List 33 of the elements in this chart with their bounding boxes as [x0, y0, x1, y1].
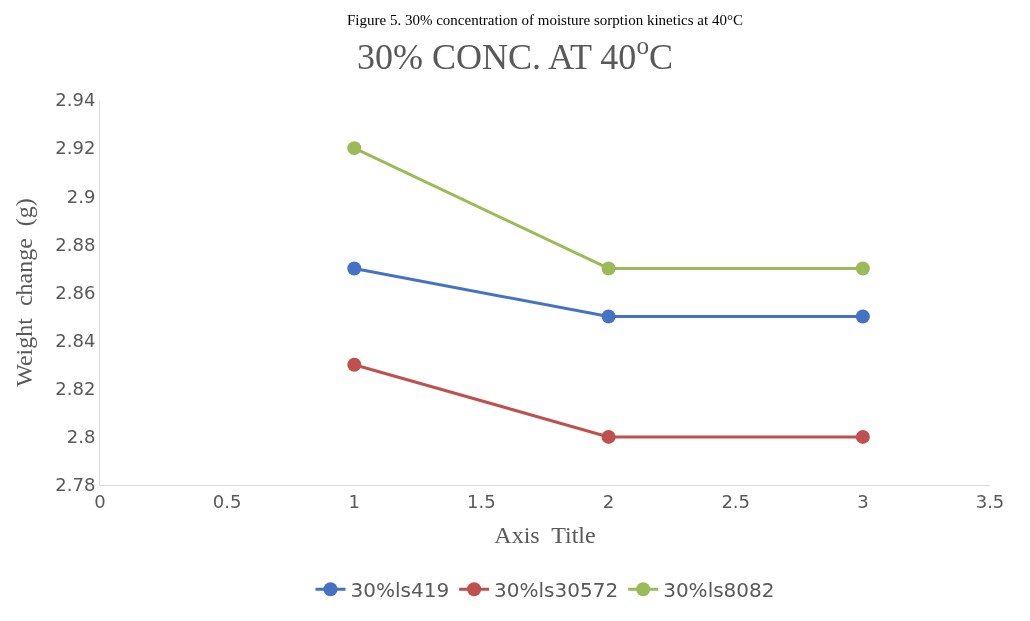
- legend-label: 30%ls8082: [663, 578, 775, 602]
- y-tick-label: 2.94: [55, 89, 96, 111]
- x-tick-label: 1: [348, 490, 361, 512]
- y-tick-label: 2.78: [55, 474, 96, 496]
- y-tick-label: 2.88: [55, 233, 96, 255]
- legend-label: 30%ls419: [350, 578, 450, 602]
- caption: Figure 5. 30% concentration of moisture sorption kinetics at 40°C: [347, 12, 743, 28]
- x-tick-label: 2: [602, 490, 615, 512]
- y-axis-title: Weight change (g): [11, 198, 38, 387]
- point: [347, 141, 362, 156]
- point: [601, 261, 616, 276]
- y-tick-label: 2.92: [55, 137, 96, 159]
- point: [855, 261, 870, 276]
- point: [855, 429, 870, 444]
- x-tick-label: 1.5: [467, 490, 496, 512]
- legend-label: 30%ls30572: [494, 578, 619, 602]
- point: [601, 309, 616, 324]
- point: [347, 357, 362, 372]
- chart-title: 30% CONC. AT 40$^{o}$C: [357, 31, 673, 77]
- x-tick-label: 2.5: [721, 490, 751, 512]
- y-tick-label: 2.86: [55, 281, 96, 303]
- y-tick-label: 2.82: [55, 378, 96, 400]
- x-axis-title: Axis Title: [494, 521, 596, 548]
- y-tick-label: 2.84: [55, 329, 96, 351]
- point: [601, 429, 616, 444]
- x-tick-label: 0: [94, 490, 106, 512]
- x-tick-label: 3: [857, 490, 869, 512]
- x-tick-label: 0.5: [212, 490, 242, 512]
- y-tick-label: 2.9: [66, 185, 96, 207]
- y-tick-label: 2.8: [66, 426, 96, 448]
- point: [855, 309, 870, 324]
- x-tick-label: 3.5: [975, 490, 1005, 512]
- point: [347, 261, 362, 276]
